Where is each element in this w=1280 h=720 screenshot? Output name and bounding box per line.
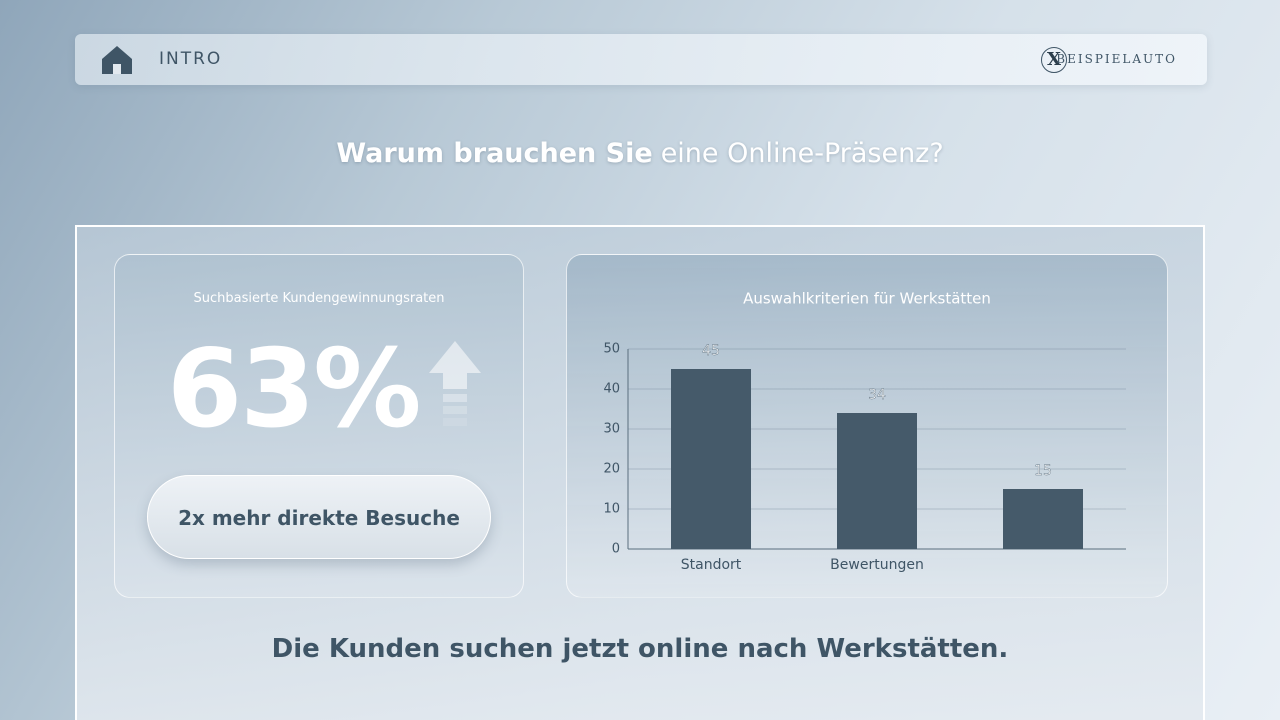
logo-mark: X bbox=[1041, 47, 1067, 73]
stat-value: 63% bbox=[167, 327, 422, 452]
y-tick-label: 30 bbox=[603, 422, 620, 437]
brand-name: BEISPIELAUTO bbox=[1056, 52, 1177, 66]
heading-rest: eine Online-Präsenz? bbox=[660, 138, 944, 169]
x-tick-label: Standort bbox=[681, 557, 742, 573]
y-tick-label: 20 bbox=[603, 462, 620, 477]
footer-text: Die Kunden suchen jetzt online nach Werk… bbox=[271, 634, 1009, 664]
data-label: 15 bbox=[1034, 463, 1052, 479]
bar bbox=[671, 369, 751, 549]
bar bbox=[837, 413, 917, 549]
heading-bold: Warum brauchen Sie bbox=[336, 138, 653, 169]
stat-label: Suchbasierte Kundengewinnungsraten bbox=[193, 291, 445, 306]
header-bar: INTRO X BEISPIELAUTO bbox=[75, 34, 1207, 85]
data-label: 34 bbox=[868, 387, 886, 403]
bar bbox=[1003, 489, 1083, 549]
x-tick-label: Bewertungen bbox=[830, 557, 924, 573]
y-tick-label: 40 bbox=[603, 382, 620, 397]
data-label: 45 bbox=[702, 343, 720, 359]
cta-button[interactable]: 2x mehr direkte Besuche bbox=[147, 475, 491, 559]
stat-card: Suchbasierte Kundengewinnungsraten 63% 2… bbox=[114, 254, 524, 598]
section-label: INTRO bbox=[159, 49, 223, 69]
y-tick-label: 10 bbox=[603, 502, 620, 517]
chart-card: Auswahlkriterien für Werkstätten 0 10 20 30… bbox=[566, 254, 1168, 598]
y-tick-label: 50 bbox=[603, 342, 620, 357]
heading: Warum brauchen Sie eine Online-Präsenz? bbox=[0, 138, 1280, 169]
chart-title: Auswahlkriterien für Werkstätten bbox=[743, 290, 991, 308]
arrow-icon bbox=[429, 341, 481, 426]
chart: Auswahlkriterien für Werkstätten 0 10 20 30… bbox=[603, 290, 1126, 573]
home-icon[interactable] bbox=[101, 45, 133, 75]
y-tick-label: 0 bbox=[612, 542, 620, 557]
